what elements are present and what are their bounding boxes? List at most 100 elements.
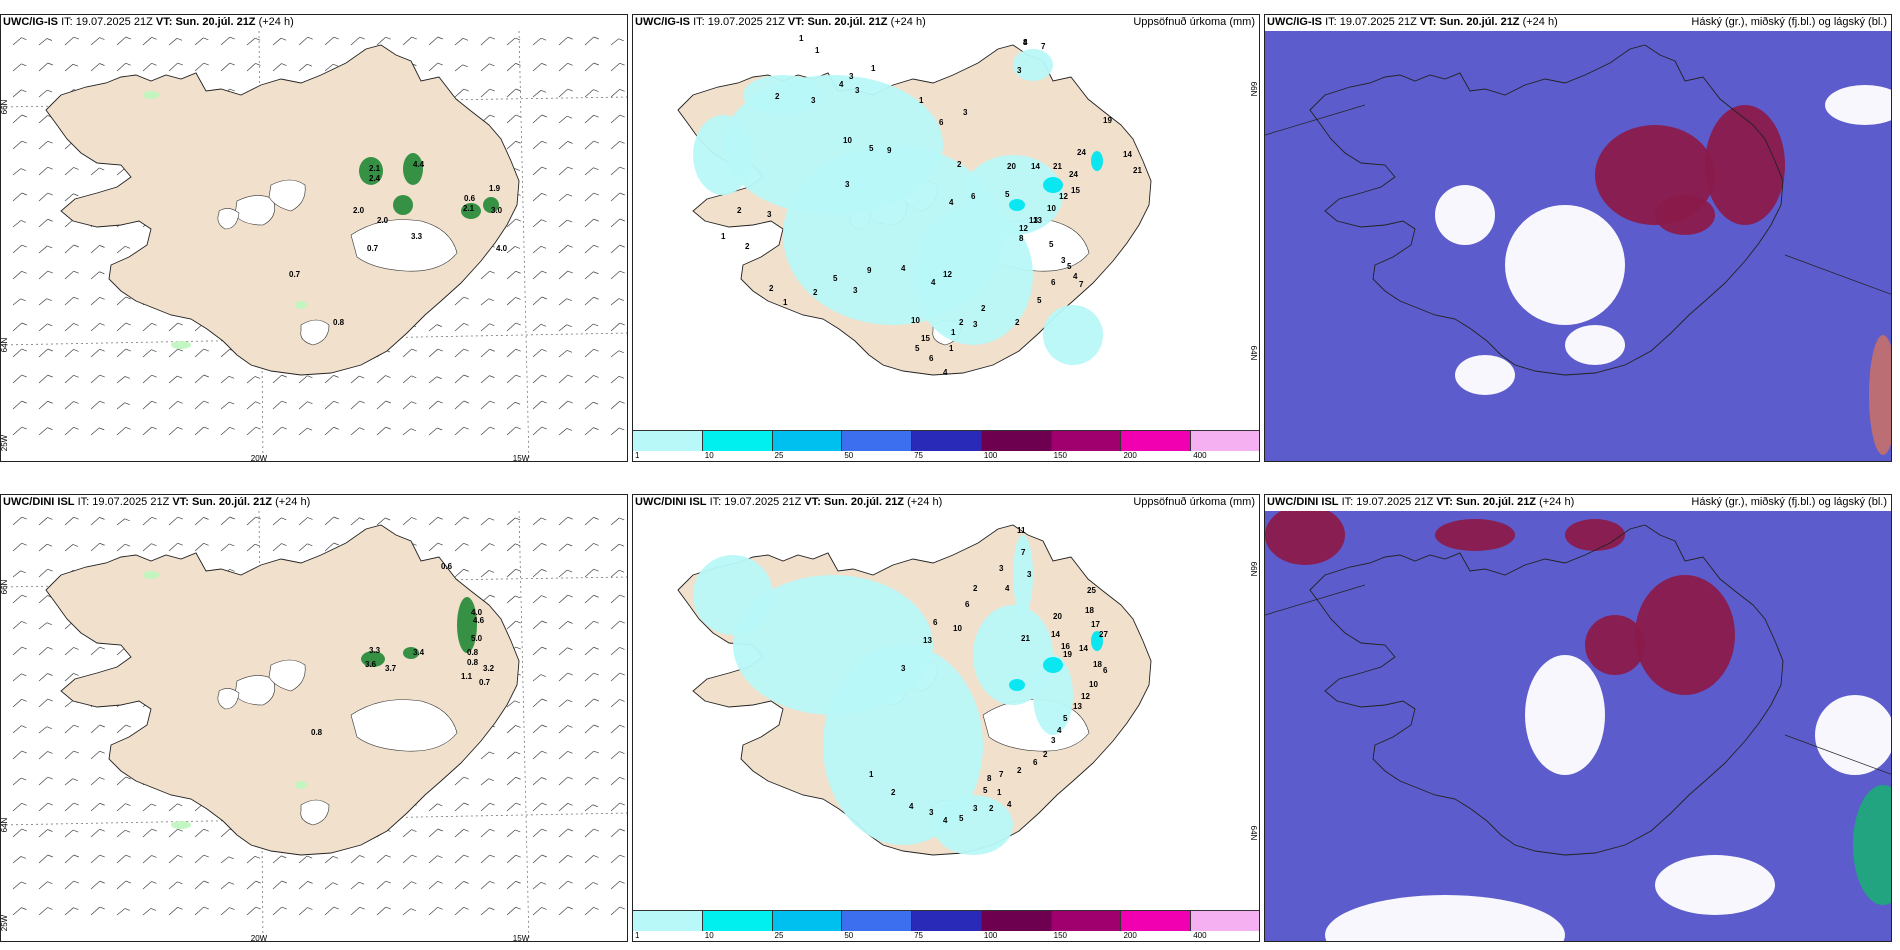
panel-title: UWC/IG-IS IT: 19.07.2025 21Z VT: Sun. 20… <box>3 16 294 28</box>
axis-label: 20W <box>251 934 268 942</box>
cloud-title: Háský (gr.), miðský (fj.bl.) og lágský (… <box>1691 496 1887 508</box>
value-label: 5 <box>833 274 838 283</box>
colorbar-tick: 50 <box>844 451 854 460</box>
wind-barb <box>610 802 625 812</box>
colorbar-segment <box>912 431 982 451</box>
colorbar-tick: 75 <box>914 931 924 940</box>
wind-barb <box>532 323 547 332</box>
value-label: 3.0 <box>491 206 503 215</box>
precip-area <box>1435 185 1495 245</box>
wind-barb <box>558 350 573 358</box>
wind-barb <box>558 569 573 578</box>
wind-barb <box>610 776 625 786</box>
wind-barb <box>12 63 27 72</box>
precip-title: Uppsöfnuð úrkoma (mm) <box>1133 496 1255 508</box>
value-label: 4.4 <box>413 160 425 169</box>
precip-area <box>295 781 307 789</box>
wind-barb <box>116 376 131 384</box>
wind-barb <box>584 517 599 526</box>
value-label: 4.6 <box>473 616 485 625</box>
value-label: 5 <box>1005 190 1010 199</box>
value-label: 3 <box>973 320 978 329</box>
wind-barb <box>506 776 521 786</box>
value-label: 5 <box>983 786 988 795</box>
wind-barb <box>454 906 469 916</box>
wind-barb <box>64 854 79 864</box>
wind-barb <box>532 63 547 72</box>
wind-barb <box>38 698 53 708</box>
panel-title: UWC/DINI ISL IT: 19.07.2025 21Z VT: Sun.… <box>3 496 311 508</box>
wind-barb <box>194 37 209 46</box>
wind-barb <box>610 62 625 72</box>
wind-barb <box>480 751 495 760</box>
colorbar-segment <box>842 431 913 451</box>
wind-barb <box>298 517 313 526</box>
colorbar-segment <box>633 431 703 451</box>
value-label: 0.8 <box>467 658 479 667</box>
wind-barb <box>64 270 79 280</box>
wind-barb <box>142 36 157 46</box>
value-label: 12 <box>1059 192 1068 201</box>
axis-label: 64N <box>1249 346 1258 361</box>
value-label: 10 <box>1089 680 1098 689</box>
value-label: 1 <box>721 232 726 241</box>
wind-barb <box>90 542 105 552</box>
value-label: 5 <box>915 344 920 353</box>
wind-barb <box>376 880 391 890</box>
wind-barb <box>480 323 495 332</box>
wind-barb <box>64 401 79 410</box>
precip-area <box>1825 85 1891 125</box>
wind-barb <box>272 906 287 916</box>
value-label: 1 <box>815 46 820 55</box>
wind-barb <box>558 621 573 630</box>
value-label: 14 <box>1123 150 1132 159</box>
wind-barb <box>12 374 27 384</box>
wind-barb <box>584 140 599 150</box>
wind-barb <box>194 62 209 72</box>
value-label: 4 <box>1023 38 1028 47</box>
colorbar-segment <box>1051 431 1122 451</box>
colorbar-segment <box>912 911 982 931</box>
precip-area <box>933 795 1013 855</box>
wind-barb <box>532 620 547 630</box>
panel-title: UWC/DINI ISL IT: 19.07.2025 21Z VT: Sun.… <box>1265 495 1891 511</box>
wind-barb <box>610 620 625 630</box>
wind-barb <box>12 270 27 280</box>
wind-barb <box>454 323 469 332</box>
wind-barb <box>142 828 157 838</box>
precip-area <box>1853 785 1891 905</box>
value-label: 27 <box>1099 630 1108 639</box>
wind-barb <box>610 218 625 228</box>
wind-barb <box>142 400 157 410</box>
wind-barb <box>38 298 52 306</box>
value-label: 3 <box>811 96 816 105</box>
wind-barb <box>38 802 53 812</box>
wind-barb <box>610 880 625 890</box>
wind-barb <box>38 646 53 656</box>
wind-barb <box>532 907 547 916</box>
value-label: 7 <box>999 770 1004 779</box>
wind-barb <box>532 777 547 786</box>
wind-barb <box>12 322 27 332</box>
wind-barb <box>480 36 495 46</box>
wind-barb <box>402 517 417 526</box>
wind-barb <box>12 348 27 358</box>
wind-barb <box>480 517 495 526</box>
wind-barb <box>12 802 27 812</box>
wind-barb <box>558 62 573 72</box>
colorbar-tick: 1 <box>635 931 640 940</box>
axis-label: 64N <box>1 337 9 352</box>
wind-barb <box>12 140 27 150</box>
value-label: 0.8 <box>311 728 323 737</box>
colorbar-tick: 10 <box>704 451 714 460</box>
wind-barb <box>168 542 183 552</box>
colorbar-segment <box>1191 911 1259 931</box>
wind-barb <box>454 426 469 436</box>
wind-barb <box>38 854 53 864</box>
wind-barb <box>194 542 209 552</box>
colorbar-tick: 50 <box>844 931 854 940</box>
wind-barb <box>64 907 79 916</box>
value-label: 10 <box>911 316 920 325</box>
wind-barb <box>558 219 573 228</box>
wind-barb <box>454 881 469 890</box>
